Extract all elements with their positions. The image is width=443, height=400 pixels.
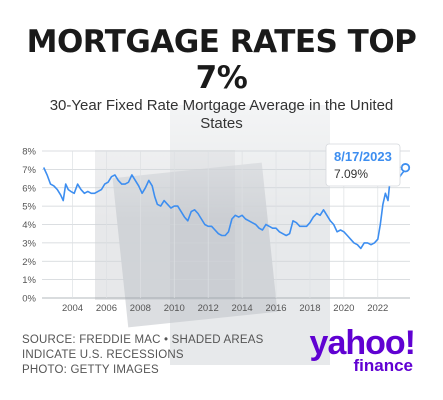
callout-leader — [399, 165, 402, 169]
y-tick-label: 8% — [22, 147, 36, 158]
x-tick-label: 2004 — [62, 303, 83, 314]
x-tick-label: 2006 — [96, 303, 117, 314]
callout-date: 8/17/2023 — [334, 149, 392, 164]
y-tick-label: 3% — [22, 238, 36, 249]
source-line3: PHOTO: GETTY IMAGES — [22, 364, 159, 376]
y-tick-label: 6% — [22, 183, 36, 194]
source-line2: INDICATE U.S. RECESSIONS — [22, 349, 184, 361]
yahoo-logo: yahoo! — [309, 324, 416, 362]
y-tick-label: 7% — [22, 165, 36, 176]
line-chart: 0% 1% 2% 3% 4% 5% 6% 7% 8% 2004 2006 2008 2010 2012 20… — [22, 143, 411, 314]
x-tick-label: 2022 — [367, 303, 388, 314]
x-tick-label: 2008 — [130, 303, 151, 314]
chart-title-line2: 7% — [195, 60, 248, 96]
callout-marker — [400, 163, 411, 173]
x-tick-label: 2012 — [198, 303, 219, 314]
source-line1: SOURCE: FREDDIE MAC • SHADED AREAS — [22, 334, 264, 346]
x-tick-label: 2010 — [164, 303, 185, 314]
y-tick-label: 0% — [22, 294, 36, 305]
chart-subtitle-line1: 30-Year Fixed Rate Mortgage Average in t… — [49, 97, 394, 114]
x-tick-label: 2014 — [232, 303, 253, 314]
chart-title-line1: MORTGAGE RATES TOP — [26, 24, 417, 60]
y-tick-label: 2% — [22, 257, 36, 268]
callout-box — [325, 143, 401, 187]
x-tick-label: 2020 — [333, 303, 354, 314]
y-tick-label: 5% — [22, 202, 36, 213]
y-tick-label: 4% — [22, 220, 36, 231]
callout-value: 7.09% — [334, 167, 368, 181]
finance-logo: finance — [353, 356, 413, 375]
x-tick-label: 2018 — [299, 303, 320, 314]
y-tick-label: 1% — [22, 275, 36, 286]
chart-subtitle-line2: States — [200, 115, 243, 132]
rate-series-line — [42, 167, 407, 250]
x-tick-label: 2016 — [265, 303, 286, 314]
